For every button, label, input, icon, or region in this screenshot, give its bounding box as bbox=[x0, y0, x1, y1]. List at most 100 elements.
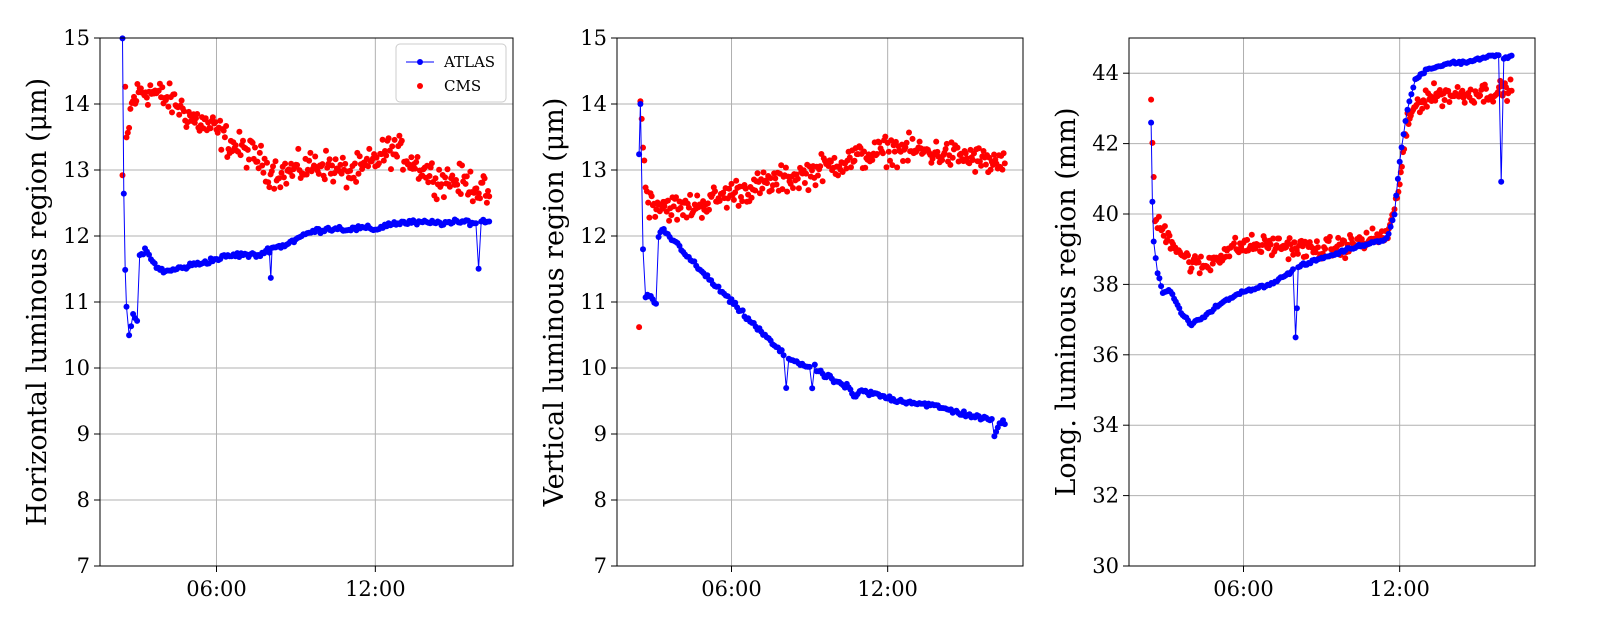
data-point-cms bbox=[1231, 240, 1237, 247]
y-tick-label: 44 bbox=[1092, 61, 1119, 85]
chart-panel-1: 7 8 9 10 11 12 13 14 15 06:00 12:00 Horizontal lumi… bbox=[22, 26, 514, 601]
data-point-cms bbox=[879, 150, 886, 157]
y-tick-label: 12 bbox=[580, 224, 607, 248]
data-point-cms bbox=[315, 170, 322, 177]
data-point-cms bbox=[1363, 229, 1370, 236]
x-tick-label: 06:00 bbox=[186, 577, 247, 601]
data-point-cms bbox=[321, 176, 328, 183]
data-point-cms bbox=[949, 154, 956, 161]
data-point-cms bbox=[244, 146, 251, 153]
data-point-cms bbox=[883, 164, 890, 171]
data-point-atlas bbox=[486, 218, 493, 225]
data-point-cms bbox=[303, 171, 310, 178]
data-point-cms bbox=[784, 188, 791, 195]
data-point-cms bbox=[1315, 244, 1321, 251]
data-point-cms bbox=[398, 137, 405, 144]
axes-frame bbox=[616, 37, 1024, 567]
data-point-cms bbox=[767, 175, 774, 182]
y-tick-label: 14 bbox=[63, 92, 90, 116]
data-point-cms bbox=[481, 175, 488, 182]
y-tick-label: 7 bbox=[594, 554, 607, 578]
data-point-cms bbox=[331, 170, 338, 177]
data-point-atlas bbox=[1292, 334, 1299, 341]
data-point-cms bbox=[1461, 99, 1468, 106]
data-point-cms bbox=[778, 162, 785, 169]
data-point-cms bbox=[473, 185, 480, 192]
data-point-cms bbox=[1188, 265, 1195, 272]
y-tick-label: 34 bbox=[1092, 413, 1119, 437]
data-point-cms bbox=[385, 135, 392, 142]
data-point-cms bbox=[252, 144, 258, 151]
data-point-cms bbox=[861, 148, 867, 155]
data-point-cms bbox=[687, 191, 694, 198]
data-point-cms bbox=[426, 173, 433, 179]
data-point-cms bbox=[414, 154, 421, 160]
data-point-atlas bbox=[1149, 198, 1156, 205]
data-point-cms bbox=[772, 175, 779, 182]
data-point-cms bbox=[319, 161, 326, 168]
data-point-cms bbox=[887, 157, 893, 164]
data-point-cms bbox=[888, 137, 895, 144]
data-point-cms bbox=[413, 159, 420, 165]
data-point-cms bbox=[143, 94, 150, 101]
data-point-cms bbox=[400, 166, 406, 173]
y-tick-label: 12 bbox=[63, 224, 90, 248]
data-point-cms bbox=[272, 158, 279, 165]
data-point-cms bbox=[332, 156, 339, 163]
data-point-cms bbox=[720, 189, 727, 196]
y-tick-label: 36 bbox=[1092, 343, 1119, 367]
data-point-cms bbox=[733, 177, 740, 184]
data-point-cms bbox=[732, 189, 739, 196]
data-point-atlas bbox=[806, 363, 813, 370]
data-point-cms bbox=[283, 180, 290, 187]
data-point-cms bbox=[1270, 235, 1277, 242]
data-point-atlas bbox=[780, 352, 787, 359]
data-point-cms bbox=[978, 162, 985, 169]
x-tick-label: 06:00 bbox=[1213, 577, 1274, 601]
data-point-cms bbox=[127, 105, 134, 112]
data-point-cms bbox=[730, 196, 737, 203]
data-point-cms bbox=[982, 161, 989, 168]
data-point-atlas bbox=[151, 260, 158, 267]
data-point-cms bbox=[425, 179, 432, 186]
data-point-cms bbox=[337, 161, 344, 168]
data-point-atlas bbox=[266, 249, 273, 256]
data-point-cms bbox=[221, 134, 228, 141]
data-point-cms bbox=[882, 133, 889, 140]
data-point-atlas bbox=[653, 300, 659, 307]
data-point-cms bbox=[683, 214, 690, 221]
data-point-cms bbox=[353, 178, 360, 185]
data-point-atlas bbox=[1398, 144, 1405, 151]
data-point-cms bbox=[1477, 92, 1484, 99]
data-point-cms bbox=[220, 127, 227, 134]
y-tick-label: 38 bbox=[1092, 272, 1119, 296]
data-point-cms bbox=[260, 169, 267, 176]
data-point-cms bbox=[889, 162, 896, 169]
data-point-cms bbox=[812, 182, 819, 189]
data-point-cms bbox=[904, 157, 911, 164]
data-point-cms bbox=[902, 144, 909, 151]
data-point-cms bbox=[704, 200, 711, 207]
data-point-cms bbox=[1285, 256, 1292, 263]
data-point-cms bbox=[366, 145, 373, 152]
data-point-cms bbox=[795, 185, 802, 192]
data-point-atlas bbox=[472, 220, 479, 227]
data-point-cms bbox=[373, 154, 380, 161]
data-point-cms bbox=[1196, 270, 1203, 277]
axes-frame bbox=[1128, 37, 1536, 567]
data-point-cms bbox=[217, 117, 224, 124]
data-point-cms bbox=[166, 80, 173, 87]
data-point-atlas bbox=[1001, 421, 1008, 428]
y-axis-label: Long. luminous region (mm) bbox=[1051, 107, 1082, 496]
data-point-cms bbox=[1160, 232, 1167, 239]
data-point-atlas bbox=[1391, 211, 1398, 218]
y-tick-label: 10 bbox=[580, 356, 607, 380]
data-point-cms bbox=[851, 157, 858, 164]
data-point-atlas bbox=[122, 266, 129, 273]
data-point-cms bbox=[477, 195, 483, 202]
data-point-atlas bbox=[1408, 91, 1415, 98]
data-point-cms bbox=[237, 152, 244, 159]
data-point-atlas bbox=[128, 323, 135, 330]
data-point-cms bbox=[1313, 238, 1320, 245]
legend-label-atlas: ATLAS bbox=[443, 53, 495, 71]
